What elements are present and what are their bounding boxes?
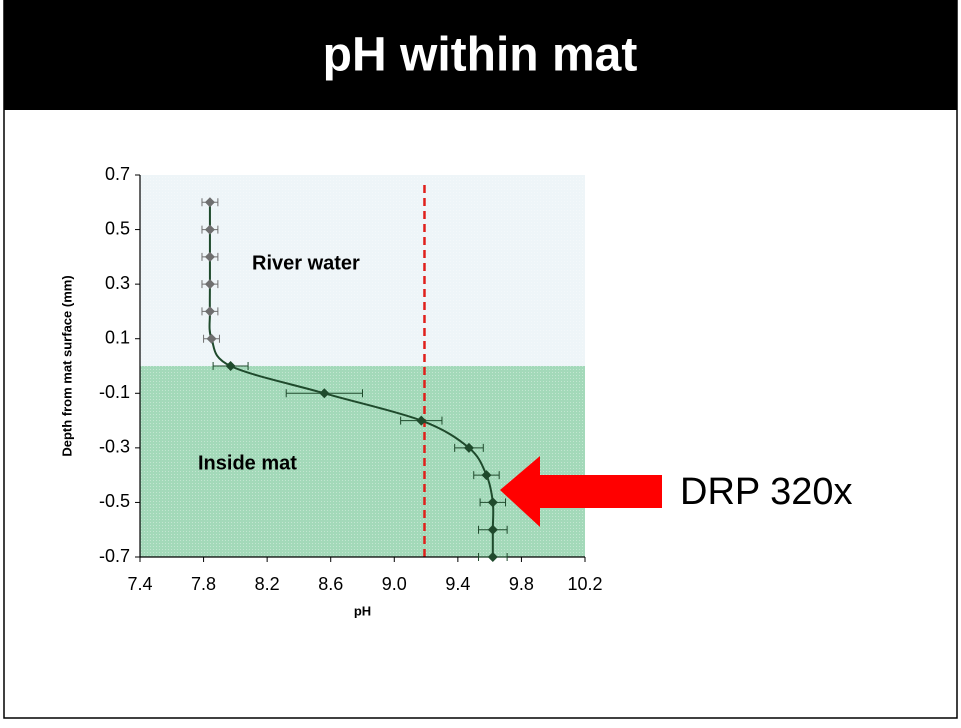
data-point bbox=[204, 224, 215, 235]
x-tick-label: 9.4 bbox=[445, 574, 470, 594]
data-point bbox=[481, 470, 492, 481]
arrow bbox=[500, 456, 662, 527]
x-axis-title: pH bbox=[354, 603, 371, 618]
chart: River water Inside mat 0.7 0.5 0.3 0.1 -0.1 -0.… bbox=[59, 164, 602, 619]
x-tick-label: 7.4 bbox=[127, 574, 152, 594]
x-tick-label: 7.8 bbox=[191, 574, 216, 594]
data-point bbox=[206, 333, 217, 344]
data-point bbox=[225, 361, 236, 371]
y-tick-label: 0.1 bbox=[105, 327, 130, 347]
data-point bbox=[463, 442, 474, 453]
data-point bbox=[204, 251, 215, 262]
data-point bbox=[487, 497, 498, 508]
data-point bbox=[204, 306, 215, 317]
slide-title: pH within mat bbox=[323, 29, 638, 82]
y-tick-label: 0.3 bbox=[105, 273, 130, 293]
annotation: DRP 320x bbox=[680, 471, 853, 513]
y-tick-label: -0.3 bbox=[99, 437, 130, 457]
region-texture bbox=[140, 175, 585, 366]
data-point bbox=[319, 388, 330, 399]
x-tick-label: 8.2 bbox=[255, 574, 280, 594]
region-label: River water bbox=[252, 252, 360, 274]
y-tick-label: -0.7 bbox=[99, 546, 130, 566]
x-tick-label: 8.6 bbox=[318, 574, 343, 594]
header-bar bbox=[4, 0, 957, 110]
data-point bbox=[416, 415, 427, 426]
data-point bbox=[204, 197, 215, 208]
y-tick-label: -0.1 bbox=[99, 382, 130, 402]
data-point bbox=[204, 279, 215, 290]
data-point bbox=[487, 524, 498, 535]
x-tick-label: 9.8 bbox=[509, 574, 534, 594]
x-tick-label: 9.0 bbox=[382, 574, 407, 594]
y-tick-label: 0.7 bbox=[105, 164, 130, 184]
region-texture bbox=[140, 366, 585, 557]
y-axis-title: Depth from mat surface (mm) bbox=[59, 275, 74, 456]
region-label: Inside mat bbox=[198, 452, 297, 474]
profile-line bbox=[208, 202, 495, 557]
y-tick-label: 0.5 bbox=[105, 218, 130, 238]
data-point bbox=[487, 552, 498, 562]
y-tick-label: -0.5 bbox=[99, 491, 130, 511]
x-tick-label: 10.2 bbox=[567, 574, 602, 594]
